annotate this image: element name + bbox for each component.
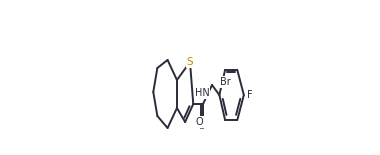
Text: O: O (196, 117, 204, 127)
Text: F: F (247, 90, 252, 100)
Text: S: S (187, 57, 193, 67)
Text: HN: HN (195, 88, 210, 98)
Text: Br: Br (220, 77, 230, 87)
